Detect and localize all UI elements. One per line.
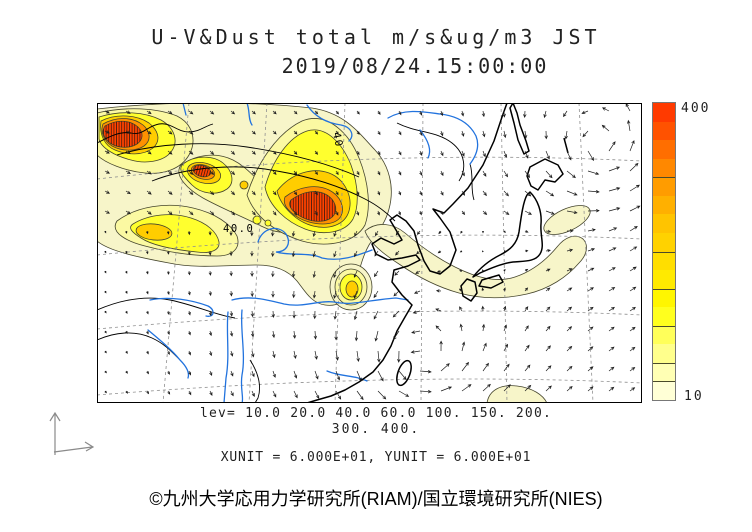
colorbar-segment [653,103,675,122]
colorbar-segment [653,288,675,308]
colorbar-segment [653,214,675,233]
colorbar-segment [653,344,675,363]
figure-title: U-V&Dust total m/s&ug/m3 JST [151,25,601,49]
credit-text: ©九州大学応用力学研究所(RIAM)/国立環境研究所(NIES) [149,489,603,509]
colorbar-segment [653,270,675,289]
colorbar-segment [653,232,675,252]
colorbar-tick [653,362,675,364]
colorbar [652,102,676,401]
colorbar-segment [653,140,675,159]
colorbar-min-label: 10 [684,389,704,404]
dust-map-canvas: 40 40.0 [97,103,642,403]
colorbar-tick [653,325,675,327]
axes-indicator [49,411,95,455]
colorbar-tick [653,288,675,290]
colorbar-tick [653,177,675,179]
y-axis-arrow [49,411,61,455]
colorbar-segment [653,362,675,382]
colorbar-segment [653,251,675,271]
colorbar-tick [653,381,675,383]
colorbar-segment [653,158,675,178]
colorbar-max-label: 400 [681,101,711,116]
colorbar-segment [653,177,675,196]
svg-text:40: 40 [330,131,345,149]
colorbar-segment [653,195,675,215]
contour-levels-label: lev= 10.0 20.0 40.0 60.0 100. 150. 200. [199,406,553,421]
colorbar-segment [653,325,675,345]
colorbar-tick [653,251,675,253]
dust-map: 40 40.0 [97,103,642,403]
colorbar-segment [653,307,675,326]
colorbar-segment [653,381,675,400]
colorbar-segment [653,121,675,141]
svg-text:40.0: 40.0 [223,223,254,235]
axis-units-label: XUNIT = 6.000E+01, YUNIT = 6.000E+01 [220,450,532,465]
figure-timestamp: 2019/08/24.15:00:00 [281,54,549,78]
x-axis-arrow [53,441,95,453]
contour-levels-label-2: 300. 400. [331,422,421,437]
